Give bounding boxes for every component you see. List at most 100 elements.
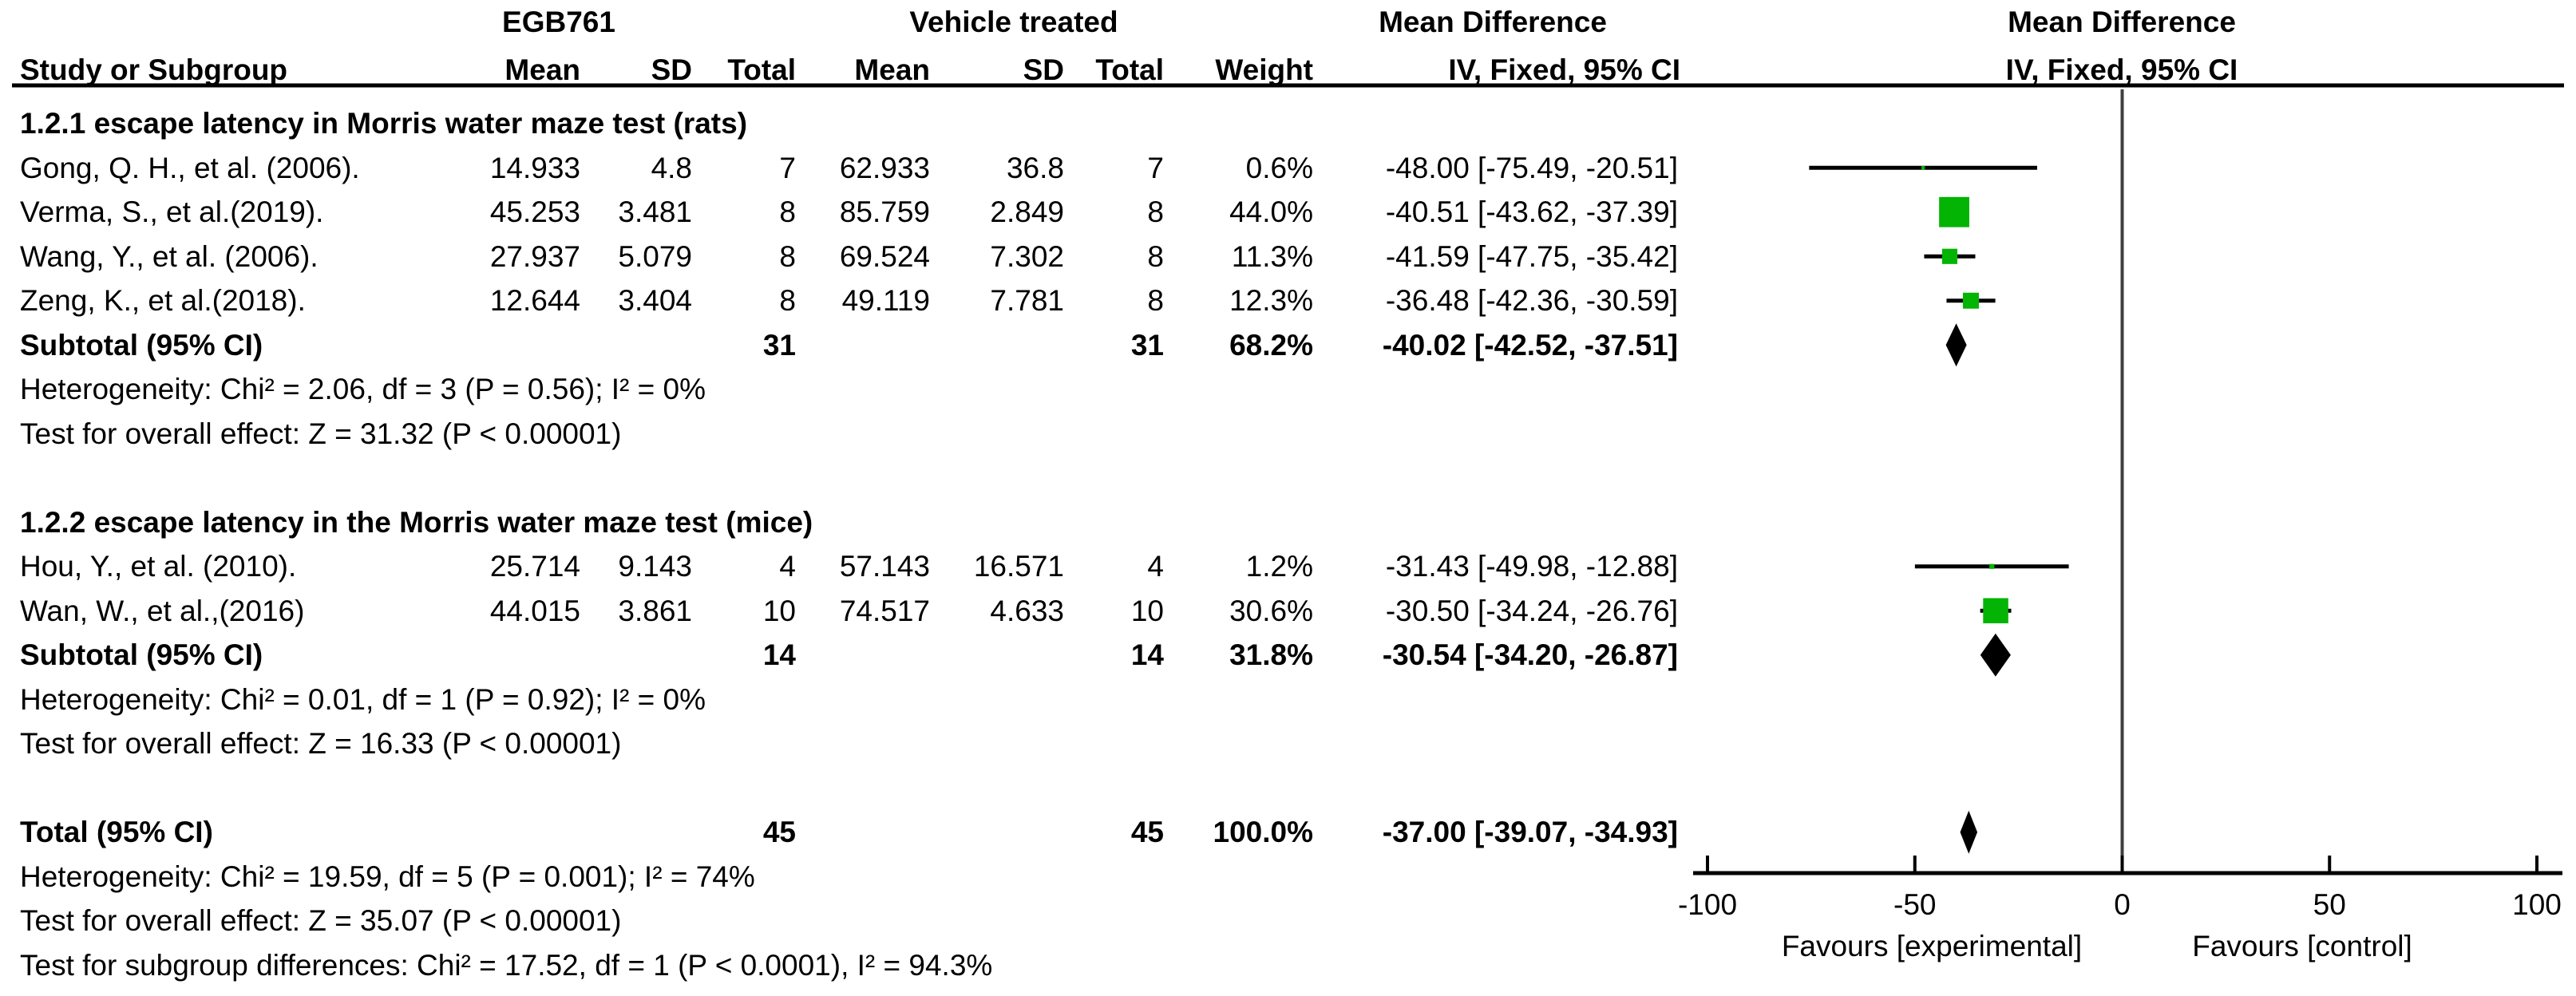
total2-cell: 8: [1147, 284, 1164, 317]
sd2-cell: 4.633: [990, 595, 1064, 627]
stats-note: Test for overall effect: Z = 31.32 (P < …: [20, 417, 622, 450]
total2-cell: 10: [1130, 595, 1164, 627]
ci-text-cell: -31.43 [-49.98, -12.88]: [1385, 550, 1678, 583]
subtotal-label: Subtotal (95% CI): [20, 638, 263, 671]
weight-cell: 30.6%: [1229, 595, 1313, 627]
mean1-cell: 12.644: [489, 284, 580, 317]
svg-text:-50: -50: [1893, 888, 1936, 921]
study-label: Zeng, K., et al.(2018).: [20, 284, 306, 317]
total1-cell: 4: [779, 550, 796, 583]
total2-cell: 8: [1147, 240, 1164, 273]
col-header-mean2: Mean: [854, 53, 930, 86]
col-header-study: Study or Subgroup: [20, 53, 288, 86]
col-header-sd1: SD: [651, 53, 692, 86]
col-header-weight: Weight: [1215, 53, 1313, 86]
weight-cell: 100.0%: [1213, 816, 1314, 848]
ci-text-cell: -36.48 [-42.36, -30.59]: [1385, 284, 1678, 317]
weight-cell: 12.3%: [1229, 284, 1313, 317]
study-label: Hou, Y., et al. (2010).: [20, 550, 297, 583]
total1-cell: 14: [762, 638, 796, 671]
col-header-sd2: SD: [1023, 53, 1064, 86]
sd2-cell: 7.302: [990, 240, 1064, 273]
total2-cell: 8: [1147, 196, 1164, 228]
subtotal-label: Subtotal (95% CI): [20, 329, 263, 362]
ci-text-cell: -40.02 [-42.52, -37.51]: [1382, 329, 1678, 362]
ci-text-cell: -41.59 [-47.75, -35.42]: [1385, 240, 1678, 273]
subgroup-title: 1.2.1 escape latency in Morris water maz…: [20, 107, 748, 140]
sd1-cell: 5.079: [618, 240, 692, 273]
svg-text:-100: -100: [1678, 888, 1737, 921]
total-label: Total (95% CI): [20, 816, 213, 848]
mean2-cell: 74.517: [839, 595, 930, 627]
total1-cell: 7: [779, 152, 796, 184]
svg-text:100: 100: [2512, 888, 2562, 921]
stats-note: Test for subgroup differences: Chi² = 17…: [20, 949, 993, 982]
weight-cell: 31.8%: [1229, 638, 1313, 671]
study-label: Wang, Y., et al. (2006).: [20, 240, 319, 273]
col-group-vehicle: Vehicle treated: [909, 6, 1118, 38]
svg-text:0: 0: [2114, 888, 2131, 921]
mean1-cell: 44.015: [489, 595, 580, 627]
total1-cell: 8: [779, 240, 796, 273]
total1-cell: 45: [762, 816, 796, 848]
ci-text-cell: -40.51 [-43.62, -37.39]: [1385, 196, 1678, 228]
stats-note: Test for overall effect: Z = 35.07 (P < …: [20, 904, 622, 937]
weight-cell: 68.2%: [1229, 329, 1313, 362]
col-header-ci: IV, Fixed, 95% CI: [1448, 53, 1680, 86]
sd2-cell: 36.8: [1006, 152, 1064, 184]
mean1-cell: 25.714: [489, 550, 580, 583]
col-header-mean1: Mean: [505, 53, 580, 86]
total2-cell: 31: [1130, 329, 1164, 362]
svg-text:Favours [experimental]: Favours [experimental]: [1782, 930, 2082, 962]
subgroup-title: 1.2.2 escape latency in the Morris water…: [20, 506, 813, 539]
total2-cell: 14: [1130, 638, 1164, 671]
svg-text:Favours [control]: Favours [control]: [2192, 930, 2412, 962]
col-group-mean-difference-text: Mean Difference: [1379, 6, 1607, 38]
total2-cell: 7: [1147, 152, 1164, 184]
ci-text-cell: -48.00 [-75.49, -20.51]: [1385, 152, 1678, 184]
ci-text-cell: -30.54 [-34.20, -26.87]: [1382, 638, 1678, 671]
total1-cell: 8: [779, 196, 796, 228]
stats-note: Heterogeneity: Chi² = 2.06, df = 3 (P = …: [20, 373, 706, 405]
col-group-egb761: EGB761: [502, 6, 615, 38]
study-label: Verma, S., et al.(2019).: [20, 196, 324, 228]
mean2-cell: 69.524: [839, 240, 930, 273]
mean1-cell: 45.253: [489, 196, 580, 228]
weight-cell: 44.0%: [1229, 196, 1313, 228]
total1-cell: 8: [779, 284, 796, 317]
sd1-cell: 3.861: [618, 595, 692, 627]
total1-cell: 31: [762, 329, 796, 362]
mean2-cell: 57.143: [839, 550, 930, 583]
total1-cell: 10: [762, 595, 796, 627]
stats-note: Heterogeneity: Chi² = 0.01, df = 1 (P = …: [20, 683, 706, 716]
svg-text:50: 50: [2313, 888, 2346, 921]
col-header-total1: Total: [727, 53, 796, 86]
sd1-cell: 3.404: [618, 284, 692, 317]
mean1-cell: 14.933: [489, 152, 580, 184]
col-group-mean-difference-plot: Mean Difference: [2008, 6, 2236, 38]
col-header-ci-plot: IV, Fixed, 95% CI: [2005, 53, 2238, 86]
weight-cell: 0.6%: [1245, 152, 1313, 184]
total2-cell: 4: [1147, 550, 1164, 583]
col-header-total2: Total: [1095, 53, 1164, 86]
total2-cell: 45: [1130, 816, 1164, 848]
weight-cell: 1.2%: [1245, 550, 1313, 583]
stats-note: Test for overall effect: Z = 16.33 (P < …: [20, 727, 622, 760]
mean2-cell: 62.933: [839, 152, 930, 184]
stats-note: Heterogeneity: Chi² = 19.59, df = 5 (P =…: [20, 860, 755, 893]
mean2-cell: 85.759: [839, 196, 930, 228]
sd2-cell: 7.781: [990, 284, 1064, 317]
sd1-cell: 9.143: [618, 550, 692, 583]
sd2-cell: 16.571: [973, 550, 1064, 583]
weight-cell: 11.3%: [1231, 240, 1313, 273]
study-label: Gong, Q. H., et al. (2006).: [20, 152, 360, 184]
ci-text-cell: -37.00 [-39.07, -34.93]: [1382, 816, 1678, 848]
sd1-cell: 4.8: [651, 152, 692, 184]
mean2-cell: 49.119: [841, 284, 930, 317]
sd2-cell: 2.849: [990, 196, 1064, 228]
ci-text-cell: -30.50 [-34.24, -26.76]: [1385, 595, 1678, 627]
study-label: Wan, W., et al.,(2016): [20, 595, 305, 627]
mean1-cell: 27.937: [489, 240, 580, 273]
